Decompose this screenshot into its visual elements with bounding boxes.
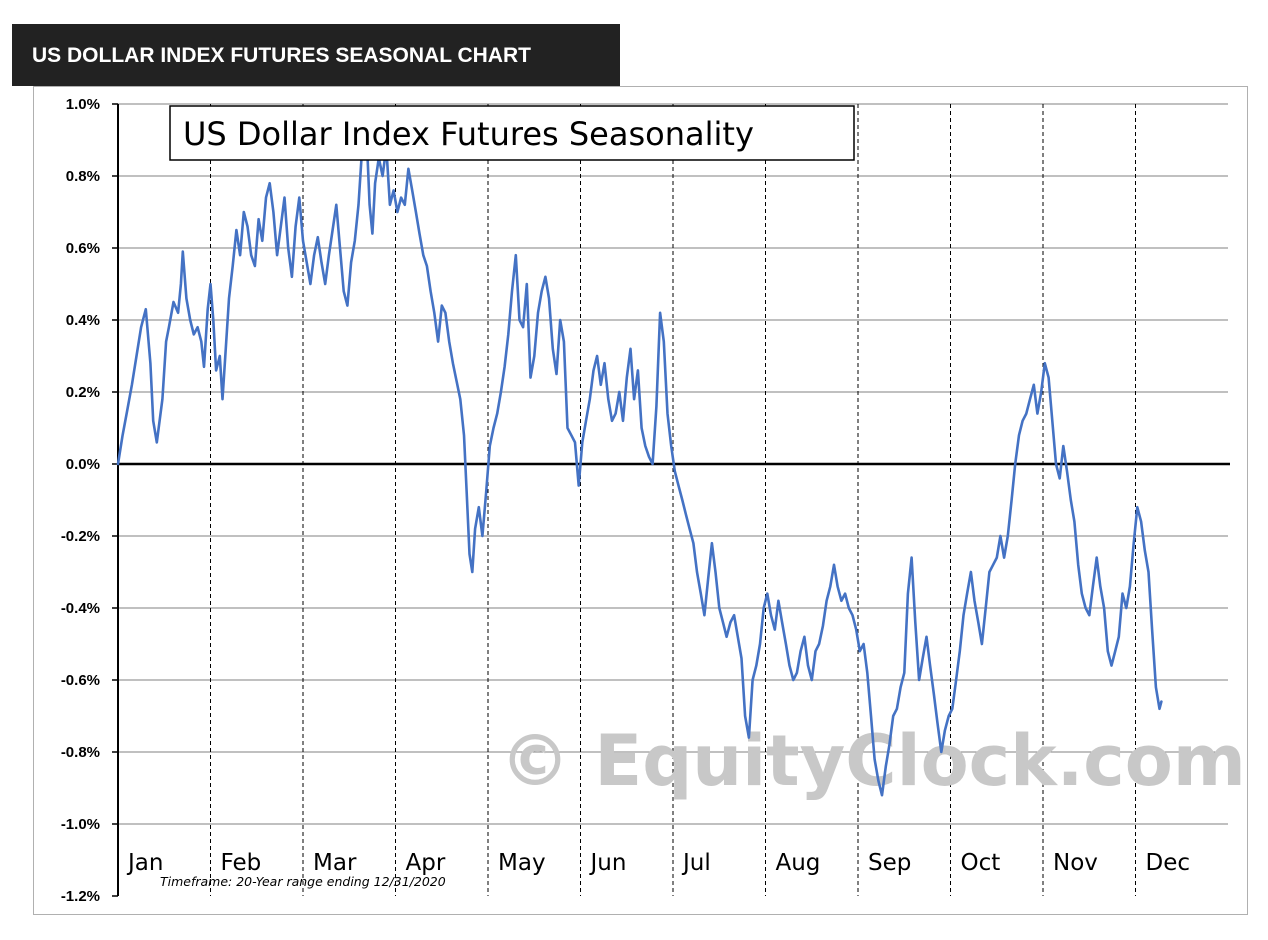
y-tick-label: 0.6%	[66, 240, 100, 257]
axis-layer: 1.0% 0.8% 0.6% 0.4% 0.2% 0.0% -0.2% -0.4% -0.6% -…	[61, 96, 1230, 905]
y-tick-label: -0.4%	[61, 600, 100, 617]
x-tick-label: Dec	[1146, 850, 1191, 876]
y-tick-label: 0.4%	[66, 312, 100, 329]
x-tick-label: Jul	[681, 850, 711, 876]
chart-title: US Dollar Index Futures Seasonality	[183, 115, 754, 153]
chart-title-box	[169, 105, 855, 161]
x-tick-label: Feb	[221, 850, 262, 876]
x-tick-label: Jan	[126, 850, 163, 876]
y-tick-label: -0.6%	[61, 672, 100, 689]
y-tick-label: 0.2%	[66, 384, 100, 401]
chart-frame	[33, 86, 1248, 915]
x-tick-label: Jun	[589, 850, 627, 876]
x-tick-label: Oct	[961, 850, 1001, 876]
x-tick-label: Apr	[406, 850, 446, 876]
seasonal-series-line	[116, 117, 1163, 797]
x-tick-label: Sep	[868, 850, 911, 876]
y-tick-label: 0.0%	[66, 456, 100, 473]
x-tick-label: Nov	[1053, 850, 1098, 876]
y-tick-label: 1.0%	[66, 96, 100, 113]
chart-footnote: Timeframe: 20-Year range ending 12/31/20…	[160, 874, 446, 889]
y-tick-label: -0.2%	[61, 528, 100, 545]
y-tick-label: -1.2%	[61, 888, 100, 905]
y-tick-label: 0.8%	[66, 168, 100, 185]
header-title: US DOLLAR INDEX FUTURES SEASONAL CHART	[32, 44, 531, 67]
x-tick-label: Aug	[776, 850, 821, 876]
y-tick-label: -1.0%	[61, 816, 100, 833]
x-tick-label: Mar	[313, 850, 357, 876]
series-layer	[116, 117, 1163, 797]
header-bar: US DOLLAR INDEX FUTURES SEASONAL CHART	[12, 24, 620, 86]
x-tick-label: May	[498, 850, 546, 876]
y-tick-label: -0.8%	[61, 744, 100, 761]
